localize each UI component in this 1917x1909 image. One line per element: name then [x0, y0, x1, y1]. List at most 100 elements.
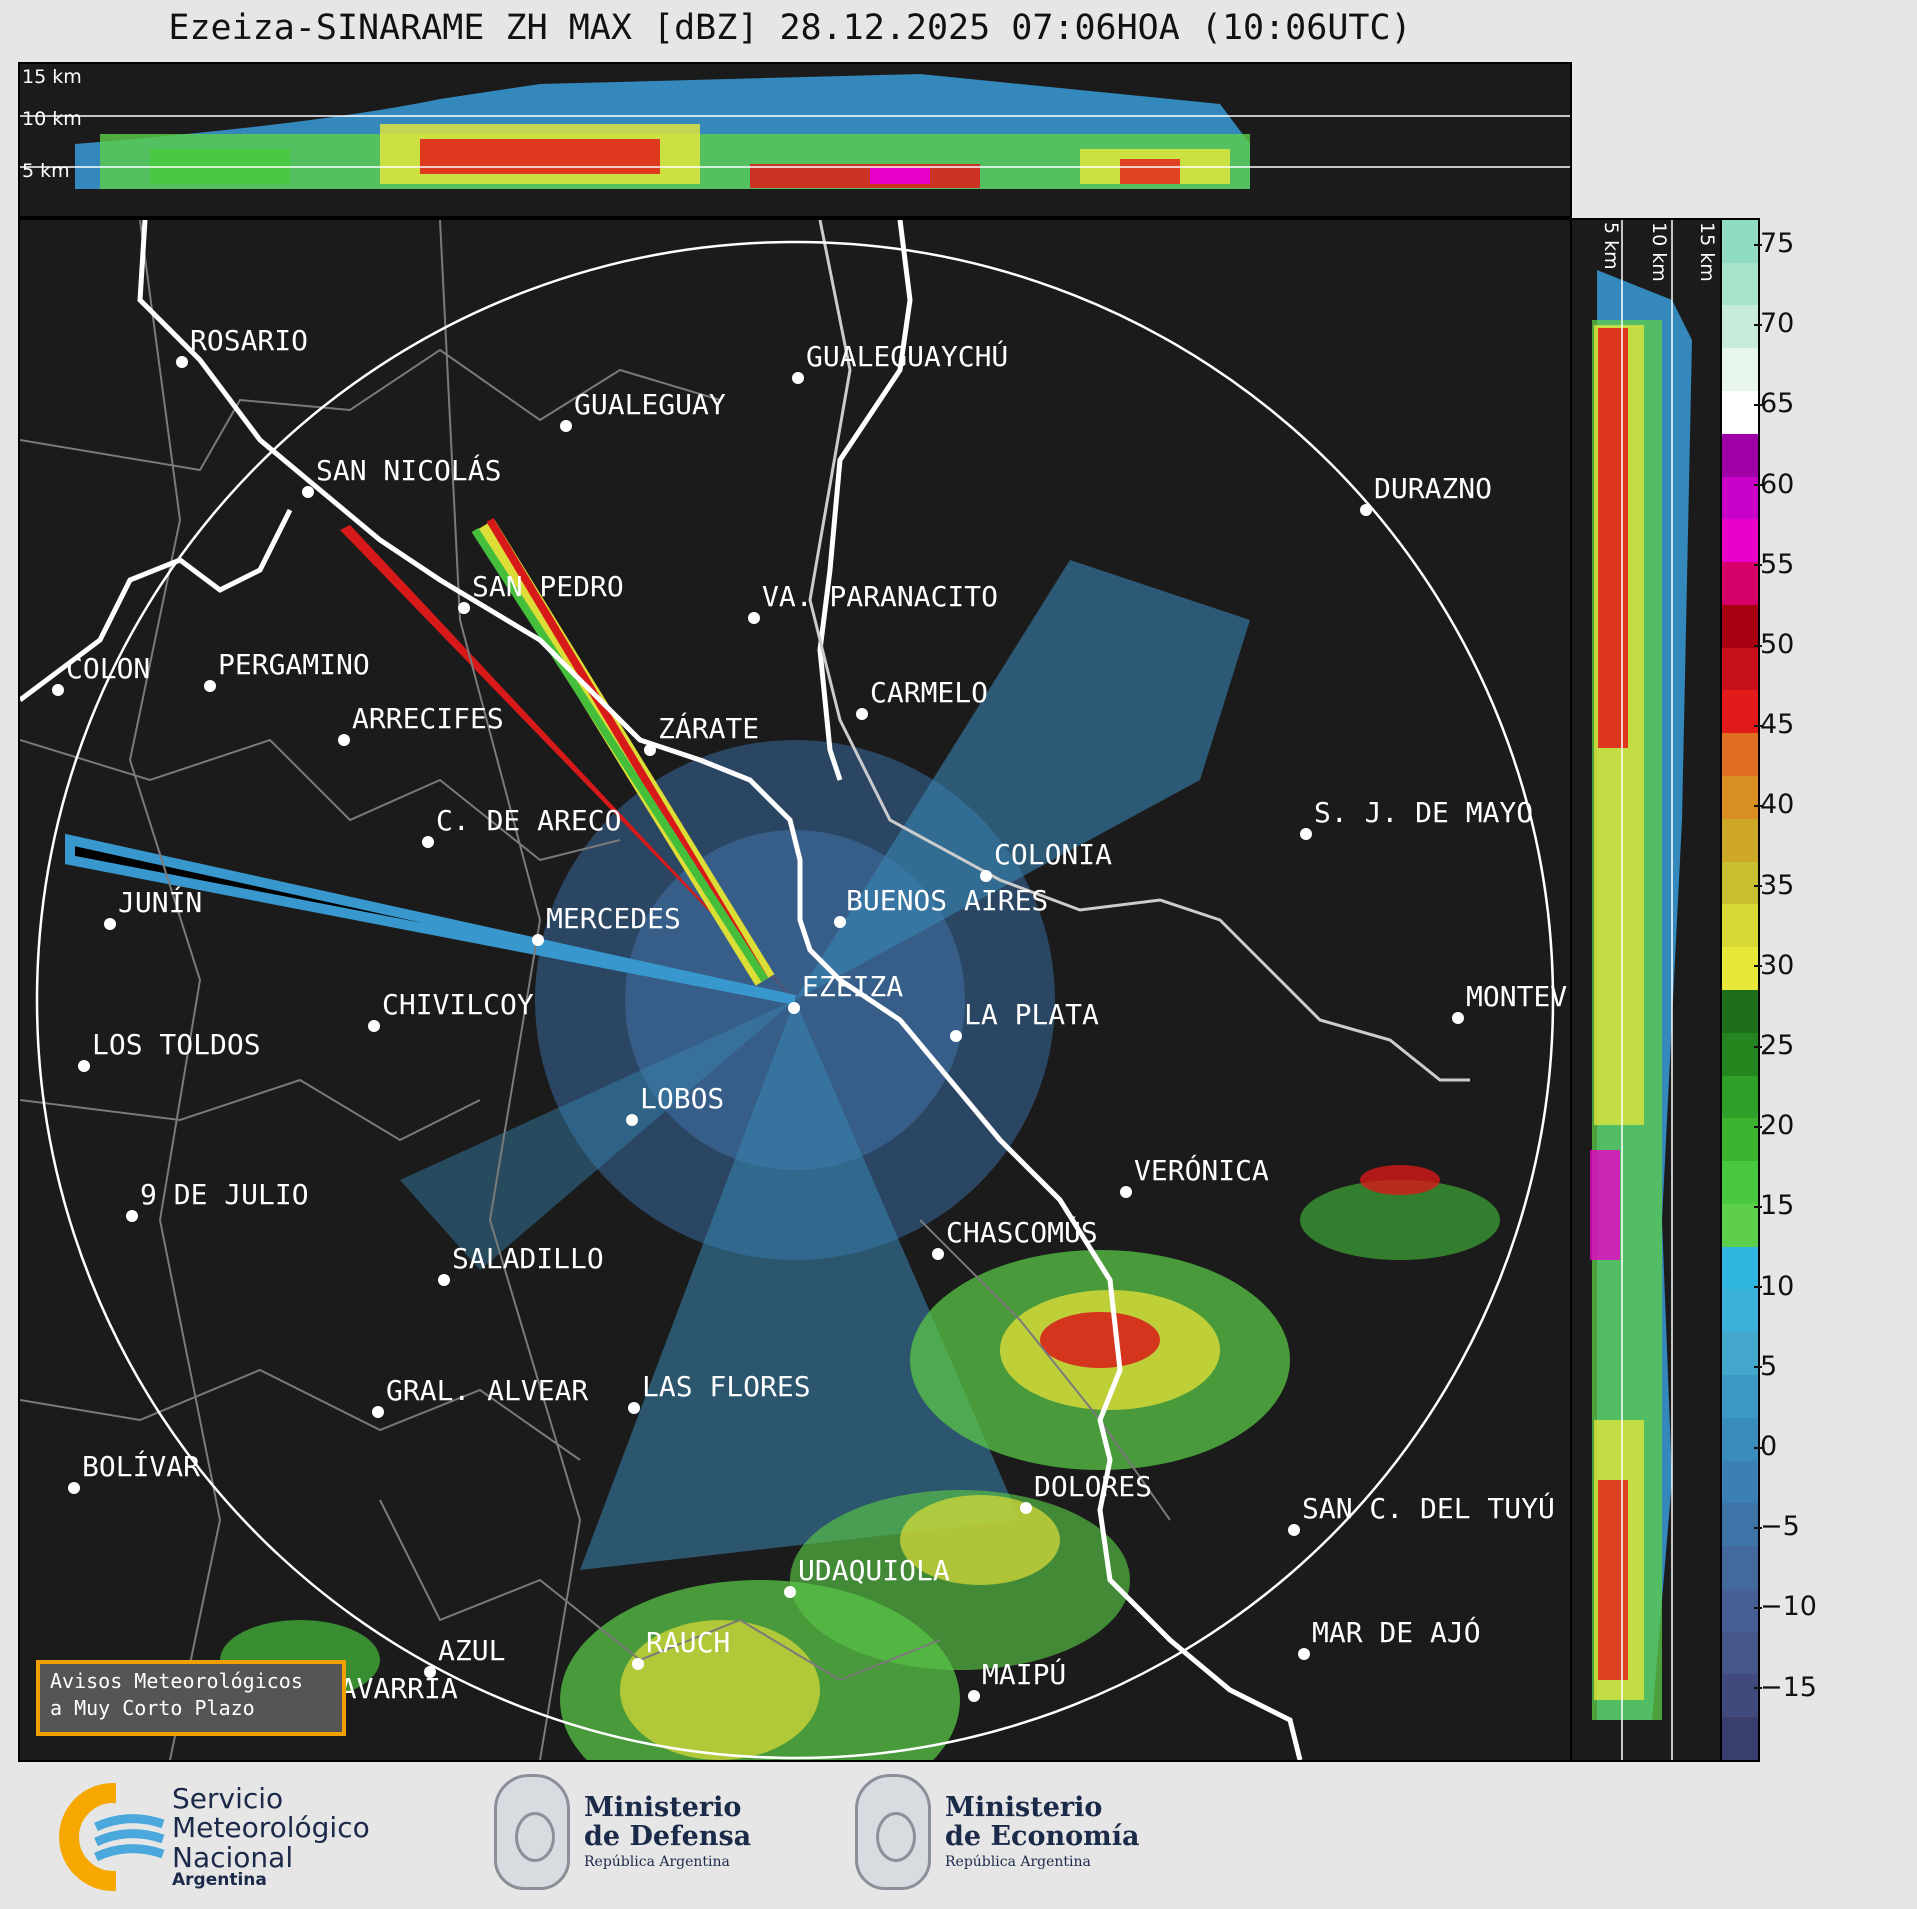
argentina-crest-icon [855, 1774, 931, 1890]
city-label-colon: COLON [66, 652, 151, 685]
economia-logo: Ministerio de Economía República Argenti… [855, 1774, 1139, 1890]
colorbar-tick-label: −5 [1754, 1511, 1800, 1543]
colorbar-segment [1722, 348, 1758, 391]
colorbar-segment [1722, 989, 1758, 1033]
smn-emblem-icon [59, 1782, 168, 1892]
city-label-zarate: ZÁRATE [658, 712, 760, 745]
colorbar-segment [1722, 1118, 1758, 1162]
colorbar-tick-label: 25 [1753, 1030, 1795, 1061]
colorbar-segment [1722, 1417, 1758, 1461]
colorbar-segment [1722, 690, 1758, 734]
defensa-logo: Ministerio de Defensa República Argentin… [494, 1774, 751, 1890]
altitude-label-5km: 5 km [22, 160, 70, 182]
colorbar-segment [1722, 562, 1758, 605]
coastline [20, 220, 1303, 1760]
city-dot-carmelo [856, 708, 868, 720]
city-label-9-de-julio: 9 DE JULIO [140, 1178, 309, 1211]
city-label-san-nicolas: SAN NICOLÁS [316, 454, 502, 487]
city-dot-pergamino [204, 680, 216, 692]
colorbar-tick-label: 5 [1753, 1350, 1778, 1382]
city-label-saladillo: SALADILLO [452, 1242, 604, 1275]
city-label-va-paranacito: VA. PARANACITO [762, 580, 999, 613]
city-label-los-toldos: LOS TOLDOS [92, 1028, 261, 1061]
city-dot-ezeiza [788, 1002, 800, 1014]
radar-echoes [65, 517, 1500, 1760]
colorbar-segment [1722, 733, 1758, 777]
colorbar-tick-label: 10 [1753, 1270, 1795, 1302]
altitude-label-15km: 15 km [22, 66, 82, 88]
city-label-gualeguaychu: GUALEGUAYCHÚ [806, 340, 1009, 373]
city-label-lobos: LOBOS [640, 1082, 725, 1115]
defensa-line-3: República Argentina [584, 1854, 730, 1870]
smn-line-3: Nacional [172, 1840, 294, 1874]
colorbar-segment [1722, 262, 1758, 306]
map-graphics [20, 220, 1555, 1760]
city-label-montevideo: MONTEVIDEO [1466, 980, 1568, 1013]
altitude-label-10km: 10 km [22, 108, 82, 130]
city-dot-colon [52, 684, 64, 696]
city-label-chascomus: CHASCOMÚS [946, 1216, 1098, 1249]
colorbar-tick-label: 65 [1753, 388, 1795, 420]
city-dot-udaquiola [784, 1586, 796, 1598]
city-dot-maipu [968, 1690, 980, 1702]
city-label-san-c-del-tuyu: SAN C. DEL TUYÚ [1302, 1492, 1555, 1525]
top-cross-section: 15 km 10 km 5 km [18, 62, 1572, 218]
city-label-san-pedro: SAN PEDRO [472, 570, 624, 603]
city-label-rosario: ROSARIO [190, 324, 309, 357]
colorbar-segment [1722, 1289, 1758, 1333]
city-label-bolivar: BOLÍVAR [82, 1450, 201, 1483]
warning-line-1: Avisos Meteorológicos [50, 1669, 303, 1693]
city-label-gualeguay: GUALEGUAY [574, 388, 726, 421]
city-label-mar-de-ajo: MAR DE AJÓ [1312, 1616, 1481, 1649]
colorbar-tick-label: 15 [1753, 1190, 1795, 1222]
city-dot-9-de-julio [126, 1210, 138, 1222]
city-label-chivilcoy: CHIVILCOY [382, 988, 534, 1021]
city-dot-junin [104, 918, 116, 930]
economia-line-3: República Argentina [945, 1854, 1091, 1870]
colorbar-tick-label: 50 [1753, 629, 1795, 660]
city-dot-lobos [626, 1114, 638, 1126]
defensa-line-2: de Defensa [584, 1820, 752, 1852]
colorbar-tick-label: 0 [1753, 1431, 1778, 1462]
city-dot-rauch [632, 1658, 644, 1670]
colorbar-segment [1722, 861, 1758, 905]
colorbar-tick-label: 40 [1753, 789, 1795, 821]
city-label-ezeiza: EZEIZA [802, 970, 904, 1003]
colorbar-segment [1722, 818, 1758, 862]
colorbar-tick-label: 55 [1753, 548, 1795, 580]
colorbar-segment [1722, 1246, 1758, 1290]
colorbar-segment [1722, 647, 1758, 691]
city-dot-chascomus [932, 1248, 944, 1260]
colorbar-segment [1722, 476, 1758, 520]
city-dot-gral-alvear [372, 1406, 384, 1418]
top-section-echoes [20, 74, 1570, 189]
city-dot-las-flores [628, 1402, 640, 1414]
colorbar-segment [1722, 776, 1758, 819]
city-label-las-flores: LAS FLORES [642, 1370, 811, 1403]
smn-line-4: Argentina [172, 1870, 267, 1891]
city-label-udaquiola: UDAQUIOLA [798, 1554, 950, 1587]
city-label-mercedes: MERCEDES [546, 902, 681, 935]
colorbar-tick-label: −10 [1754, 1591, 1817, 1623]
economia-line-1: Ministerio [945, 1792, 1103, 1824]
city-dot-los-toldos [78, 1060, 90, 1072]
smn-line-2: Meteorológico [172, 1811, 370, 1845]
city-label-maipu: MAIPÚ [982, 1658, 1067, 1691]
colorbar-segment [1722, 1674, 1758, 1718]
city-dot-arrecifes [338, 734, 350, 746]
uruguay-coast [808, 220, 1470, 1082]
city-dot-rosario [176, 356, 188, 368]
colorbar-tick-label: 45 [1753, 709, 1795, 741]
city-label-colonia: COLONIA [994, 838, 1113, 871]
city-dot-bolivar [68, 1482, 80, 1494]
city-dot-san-c-del-tuyu [1288, 1524, 1300, 1536]
warning-badge[interactable]: Avisos Meteorológicos a Muy Corto Plazo [36, 1660, 346, 1736]
colorbar-tick-label: 20 [1753, 1110, 1795, 1142]
city-dot-zarate [644, 744, 656, 756]
colorbar-tick-label: 70 [1753, 308, 1795, 340]
radar-map: ROSARIO GUALEGUAYCHÚ GUALEGUAY SAN NICOL… [18, 218, 1572, 1762]
argentina-crest-icon [494, 1774, 570, 1890]
city-dot-saladillo [438, 1274, 450, 1286]
warning-line-2: a Muy Corto Plazo [50, 1696, 255, 1720]
colorbar-segment [1722, 1161, 1758, 1204]
